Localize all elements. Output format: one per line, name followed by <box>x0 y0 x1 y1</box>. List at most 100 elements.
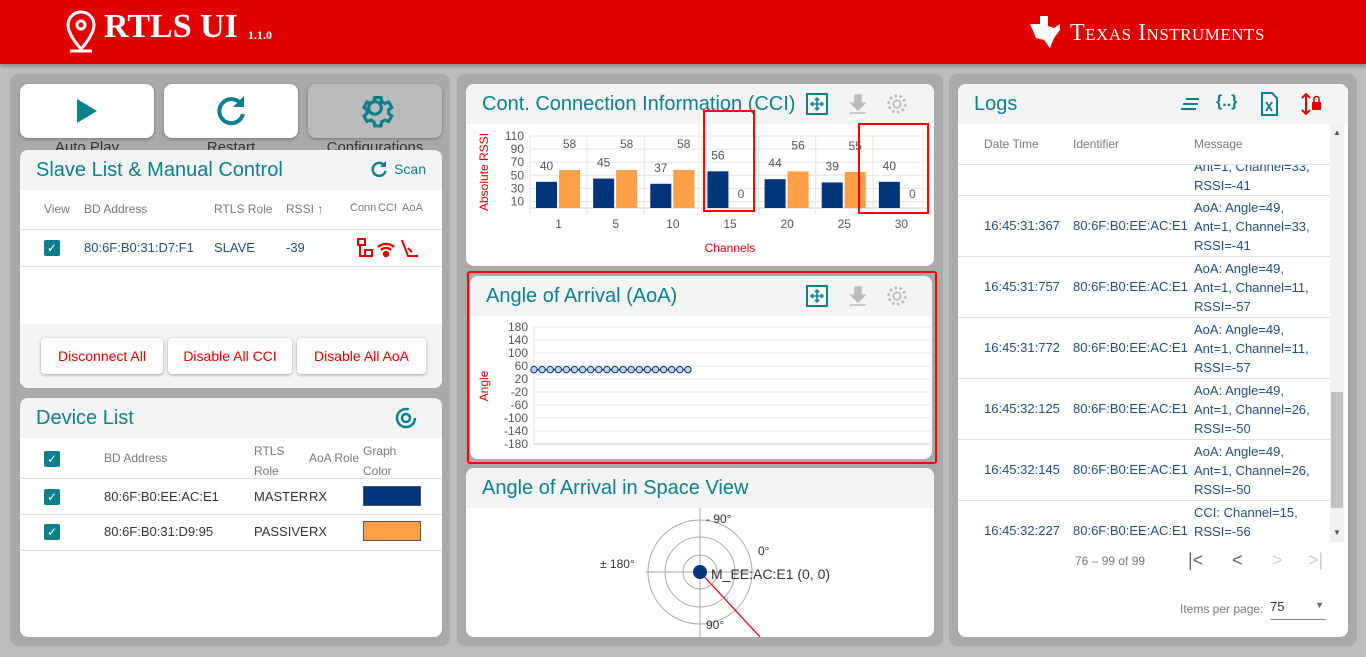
device-address: 80:6F:B0:31:D9:95 <box>104 524 214 539</box>
log-row: 16:45:31:34180:6F:B0:EE:AC:E1Ant=1, Chan… <box>958 165 1330 196</box>
device-checkbox[interactable]: ✓ <box>44 524 60 540</box>
col-rssi[interactable]: RSSI ↑ <box>286 202 324 216</box>
previous-page-button[interactable]: < <box>1232 550 1243 570</box>
node-label: M_EE:AC:E1 (0, 0) <box>711 566 830 582</box>
play-icon <box>77 99 97 123</box>
brand-logo-text: Texas Instruments <box>1070 20 1265 46</box>
col-view: View <box>44 202 70 216</box>
log-identifier: 80:6F:B0:EE:AC:E1 <box>1073 462 1188 477</box>
cci-bar-chart: 1030507090110140585455810375815560204456… <box>477 129 931 255</box>
auto-play-button[interactable] <box>20 84 154 138</box>
log-row: 16:45:32:145 80:6F:B0:EE:AC:E1 AoA: Angle=… <box>958 440 1330 501</box>
last-page-button[interactable]: >| <box>1308 550 1324 570</box>
col-conn: Conn <box>350 202 377 214</box>
disable-all-cci-button[interactable]: Disable All CCI <box>168 338 292 374</box>
y-tick-label: 10 <box>511 194 525 208</box>
wrap-lines-icon[interactable] <box>1180 96 1200 112</box>
slave-list-title: Slave List & Manual Control <box>36 159 283 181</box>
configurations-button[interactable] <box>308 84 442 138</box>
log-message: Ant=1, Channel=33, RSSI=-41 <box>1194 165 1310 193</box>
data-point <box>587 365 595 374</box>
restart-button[interactable] <box>164 84 298 138</box>
x-tick-label: 1 <box>555 217 562 231</box>
log-row: 16:45:31:367 80:6F:B0:EE:AC:E1 AoA: Angle=… <box>958 196 1330 257</box>
logs-table-header: Date Time Identifier Message <box>958 124 1330 165</box>
log-row: 16:45:31:772 80:6F:B0:EE:AC:E1 AoA: Angle=… <box>958 318 1330 379</box>
data-point <box>530 365 538 374</box>
logs-table-body: 16:45:31:34180:6F:B0:EE:AC:E1Ant=1, Chan… <box>958 165 1330 542</box>
bar <box>593 178 615 208</box>
bar <box>821 182 843 208</box>
data-point <box>651 365 660 374</box>
data-point <box>554 365 563 374</box>
fullscreen-icon[interactable] <box>806 93 828 115</box>
space-view-card: Angle of Arrival in Space View - 90° 90°… <box>466 468 934 637</box>
location-pin-icon <box>66 10 96 53</box>
slave-address: 80:6F:B0:31:D7:F1 <box>84 240 194 255</box>
settings-gear-icon[interactable] <box>886 93 908 115</box>
graph-color-swatch[interactable] <box>363 521 421 541</box>
scroll-down-icon[interactable]: ▼ <box>1333 528 1341 537</box>
bar-data-label: 39 <box>826 159 840 173</box>
cci-card: Cont. Connection Information (CCI) 10 30 5… <box>466 84 934 266</box>
scan-button[interactable]: Scan <box>370 160 426 178</box>
graph-color-swatch[interactable] <box>363 486 421 506</box>
y-tick-label: -60 <box>511 398 529 412</box>
settings-gear-icon[interactable] <box>886 285 908 307</box>
radar-scan-icon[interactable] <box>394 406 418 430</box>
log-message: AoA: Angle=49, Ant=1, Channel=33, RSSI=-… <box>1194 200 1310 253</box>
bar <box>878 181 900 208</box>
aoa-angle-icon[interactable] <box>401 239 418 257</box>
device-checkbox[interactable]: ✓ <box>44 489 60 505</box>
aoa-card: Angle of Arrival (AoA) 180 140 100 60 20 -20-… <box>470 276 932 459</box>
cci-title: Cont. Connection Information (CCI) <box>482 93 796 115</box>
scrollbar-thumb[interactable] <box>1331 392 1343 508</box>
download-icon[interactable] <box>848 94 868 114</box>
y-tick-label: 90 <box>511 142 525 156</box>
node-marker <box>693 565 707 579</box>
bar-data-label: 40 <box>883 159 897 173</box>
scroll-lock-icon[interactable] <box>1300 92 1322 116</box>
col-bd-address[interactable]: BD Address <box>84 202 148 216</box>
col-rtls-role[interactable]: RTLS Role <box>214 202 273 216</box>
bar <box>650 183 672 208</box>
items-per-page-select[interactable]: 75 ▼ <box>1270 598 1326 620</box>
fullscreen-icon[interactable] <box>806 285 828 307</box>
slave-role: SLAVE <box>214 240 255 255</box>
next-page-button[interactable]: > <box>1272 550 1283 570</box>
data-point <box>611 365 619 374</box>
log-message: CCI: Channel=15, RSSI=-56 <box>1194 505 1298 539</box>
col-aoa: AoA <box>402 202 423 214</box>
data-point <box>635 365 644 374</box>
logs-card: Logs {..} Date Time Identifier Message 1… <box>958 84 1348 637</box>
bar-data-label: 0 <box>909 187 916 201</box>
view-checkbox[interactable]: ✓ <box>44 240 60 256</box>
device-address: 80:6F:B0:EE:AC:E1 <box>104 489 219 504</box>
x-axis-label: Channels <box>705 241 756 255</box>
device-rtls-role: MASTER <box>254 489 309 504</box>
bar-data-label: 44 <box>768 156 782 170</box>
select-all-checkbox[interactable]: ✓ <box>44 451 60 467</box>
ti-logo-icon <box>1030 16 1060 48</box>
x-tick-label: 20 <box>780 217 794 231</box>
excel-export-icon[interactable] <box>1260 92 1278 116</box>
cci-wifi-icon[interactable] <box>377 242 395 258</box>
y-tick-label: -180 <box>504 437 528 451</box>
json-export-icon[interactable]: {..} <box>1216 93 1238 110</box>
app-header: RTLS UI 1.1.0 Texas Instruments <box>0 0 1366 64</box>
disable-all-aoa-button[interactable]: Disable All AoA <box>297 338 426 374</box>
y-tick-label: 20 <box>515 372 529 386</box>
aoa-title: Angle of Arrival (AoA) <box>486 285 678 307</box>
aoa-highlight <box>467 271 937 464</box>
label-0: 0° <box>758 544 770 558</box>
bar <box>707 171 729 208</box>
y-tick-label: -100 <box>504 411 528 425</box>
first-page-button[interactable]: |< <box>1188 550 1204 570</box>
download-icon[interactable] <box>848 286 868 306</box>
logs-scrollbar[interactable]: ▲ ▼ <box>1330 124 1344 542</box>
connection-icon[interactable] <box>357 238 373 257</box>
device-aoa-role: RX <box>309 524 328 539</box>
disconnect-all-button[interactable]: Disconnect All <box>41 338 163 374</box>
scroll-up-icon[interactable]: ▲ <box>1333 128 1341 137</box>
log-message: AoA: Angle=49, Ant=1, Channel=11, RSSI=-… <box>1194 261 1309 314</box>
